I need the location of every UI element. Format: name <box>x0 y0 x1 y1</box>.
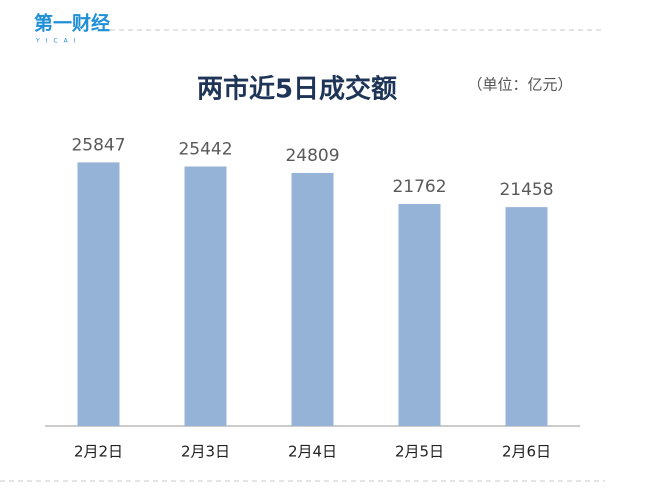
value-label: 21458 <box>499 180 553 200</box>
x-tick-label: 2月4日 <box>288 443 337 461</box>
logo-sub: YICAI <box>35 38 82 45</box>
x-tick-label: 2月3日 <box>181 443 230 461</box>
x-tick-label: 2月5日 <box>395 443 444 461</box>
x-tick-label: 2月2日 <box>74 443 123 461</box>
chart-title: 两市近5日成交额 <box>197 74 397 105</box>
bar <box>398 204 441 426</box>
x-tick-label: 2月6日 <box>502 443 551 461</box>
bar <box>505 207 548 426</box>
bar <box>291 172 334 426</box>
unit-label: （单位：亿元） <box>467 76 572 94</box>
logo: 第一财经 <box>34 12 110 35</box>
value-label: 21762 <box>392 177 446 197</box>
bar <box>77 162 120 426</box>
bar <box>184 166 227 427</box>
value-label: 25847 <box>71 135 125 155</box>
value-label: 25442 <box>178 139 232 159</box>
value-label: 24809 <box>285 146 339 166</box>
